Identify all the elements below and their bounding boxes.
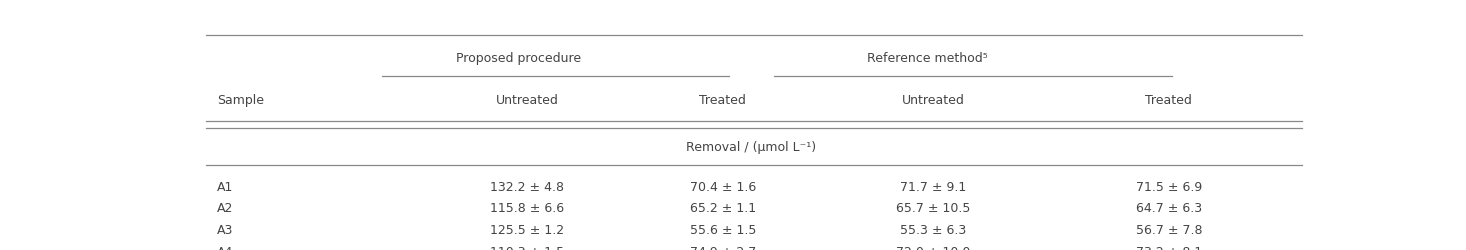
Text: Proposed procedure: Proposed procedure [456,52,581,64]
Text: 71.7 ± 9.1: 71.7 ± 9.1 [900,180,966,193]
Text: 110.3 ± 1.5: 110.3 ± 1.5 [490,245,564,250]
Text: Sample: Sample [217,94,264,107]
Text: 65.2 ± 1.1: 65.2 ± 1.1 [690,202,756,214]
Text: 55.6 ± 1.5: 55.6 ± 1.5 [689,223,756,236]
Text: 71.5 ± 6.9: 71.5 ± 6.9 [1136,180,1202,193]
Text: Untreated: Untreated [496,94,559,107]
Text: A1: A1 [217,180,233,193]
Text: 70.4 ± 1.6: 70.4 ± 1.6 [690,180,756,193]
Text: 132.2 ± 4.8: 132.2 ± 4.8 [490,180,564,193]
Text: Untreated: Untreated [902,94,965,107]
Text: Treated: Treated [699,94,746,107]
Text: 65.7 ± 10.5: 65.7 ± 10.5 [896,202,970,214]
Text: 56.7 ± 7.8: 56.7 ± 7.8 [1136,223,1202,236]
Text: 55.3 ± 6.3: 55.3 ± 6.3 [900,223,966,236]
Text: Removal / (μmol L⁻¹): Removal / (μmol L⁻¹) [686,140,817,153]
Text: Reference method⁵: Reference method⁵ [866,52,988,64]
Text: 74.9 ± 2.7: 74.9 ± 2.7 [690,245,756,250]
Text: A4: A4 [217,245,233,250]
Text: 125.5 ± 1.2: 125.5 ± 1.2 [490,223,564,236]
Text: 64.7 ± 6.3: 64.7 ± 6.3 [1136,202,1202,214]
Text: Treated: Treated [1145,94,1192,107]
Text: A2: A2 [217,202,233,214]
Text: 73.2 ± 8.1: 73.2 ± 8.1 [1136,245,1202,250]
Text: A3: A3 [217,223,233,236]
Text: 115.8 ± 6.6: 115.8 ± 6.6 [490,202,564,214]
Text: 72.0 ± 10.0: 72.0 ± 10.0 [896,245,970,250]
